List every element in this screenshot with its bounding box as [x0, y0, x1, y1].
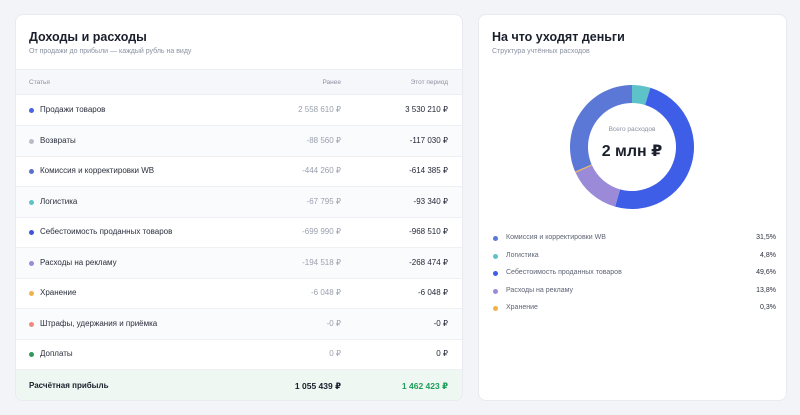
table-header: Статья Ранее Этот период — [16, 69, 462, 95]
legend-label: Комиссия и корректировки WB — [506, 234, 606, 241]
row-label: Штрафы, удержания и приёмка — [40, 318, 158, 328]
row-cur-value: -0 ₽ — [433, 318, 448, 328]
row-color-dot-icon — [29, 321, 34, 327]
row-prev-value: -0 ₽ — [326, 318, 341, 328]
legend-percent: 4,8% — [760, 251, 776, 259]
row-prev-value: 0 ₽ — [329, 349, 341, 358]
row-color-dot-icon — [29, 291, 34, 296]
legend-color-dot-icon — [493, 253, 498, 259]
table-row[interactable]: Хранение -6 048 ₽ -6 048 ₽ — [16, 278, 462, 309]
row-cur-value: -614 385 ₽ — [409, 166, 448, 175]
legend-color-dot-icon — [493, 306, 498, 311]
donut-segment[interactable] — [575, 165, 620, 207]
legend-percent: 13,8% — [756, 286, 776, 294]
total-cur-value: 1 462 423 ₽ — [401, 381, 448, 391]
total-prev-value: 1 055 439 ₽ — [294, 381, 341, 391]
row-prev-value: -699 990 ₽ — [302, 227, 341, 236]
row-prev-value: -194 518 ₽ — [302, 257, 341, 267]
row-label: Возвраты — [40, 135, 76, 145]
table-row[interactable]: Штрафы, удержания и приёмка -0 ₽ -0 ₽ — [16, 308, 462, 340]
donut-center-value: 2 млн ₽ — [601, 143, 663, 160]
row-color-dot-icon — [29, 138, 34, 144]
row-cur-value: -268 474 ₽ — [409, 257, 448, 267]
legend-percent: 31,5% — [756, 234, 776, 241]
row-label: Хранение — [40, 288, 77, 297]
donut-segment[interactable] — [615, 87, 694, 209]
row-color-dot-icon — [29, 108, 34, 113]
table-row[interactable]: Продажи товаров 2 558 610 ₽ 3 530 210 ₽ — [16, 95, 462, 126]
table-row[interactable]: Себестоимость проданных товаров -699 990 … — [16, 217, 462, 248]
legend-label: Себестоимость проданных товаров — [506, 269, 622, 276]
donut-segment[interactable] — [632, 85, 651, 105]
legend-label: Хранение — [506, 304, 538, 311]
row-cur-value: 0 ₽ — [436, 349, 448, 358]
column-header-item[interactable]: Статья — [29, 79, 50, 86]
expense-card-title: На что уходят деньги — [492, 30, 625, 44]
legend-label: Логистика — [506, 251, 539, 259]
row-color-dot-icon — [29, 199, 34, 205]
table-row[interactable]: Расходы на рекламу -194 518 ₽ -268 474 ₽ — [16, 247, 462, 279]
legend-item[interactable]: Логистика 4,8% — [493, 250, 776, 268]
row-prev-value: -6 048 ₽ — [311, 288, 341, 297]
table-row[interactable]: Логистика -67 795 ₽ -93 340 ₽ — [16, 186, 462, 218]
table-row[interactable]: Комиссия и корректировки WB -444 260 ₽ -61… — [16, 156, 462, 187]
row-color-dot-icon — [29, 230, 34, 235]
row-label: Продажи товаров — [40, 105, 106, 114]
column-header-cur[interactable]: Этот период — [410, 79, 448, 86]
row-color-dot-icon — [29, 169, 34, 174]
income-expense-card: Доходы и расходы От продажи до прибыли —… — [15, 14, 463, 401]
expense-card-subtitle: Структура учтённых расходов — [492, 48, 590, 55]
legend-item[interactable]: Расходы на рекламу 13,8% — [493, 285, 776, 303]
legend-color-dot-icon — [493, 271, 498, 276]
row-prev-value: -67 795 ₽ — [306, 196, 341, 206]
table-row[interactable]: Доплаты 0 ₽ 0 ₽ — [16, 339, 462, 370]
row-cur-value: -117 030 ₽ — [409, 135, 448, 145]
expense-donut-chart: Всего расходов 2 млн ₽ — [566, 81, 698, 213]
row-label: Логистика — [40, 196, 78, 206]
column-header-prev[interactable]: Ранее — [322, 79, 341, 86]
row-label: Комиссия и корректировки WB — [40, 166, 155, 175]
expense-legend: Комиссия и корректировки WB 31,5% Логистик… — [493, 232, 776, 320]
legend-item[interactable]: Себестоимость проданных товаров 49,6% — [493, 267, 776, 285]
legend-percent: 49,6% — [756, 269, 776, 276]
donut-segment[interactable] — [570, 85, 632, 172]
row-color-dot-icon — [29, 352, 34, 357]
donut-svg — [570, 85, 694, 209]
row-cur-value: -6 048 ₽ — [418, 288, 448, 297]
row-label: Доплаты — [40, 349, 73, 358]
expense-structure-card: На что уходят деньги Структура учтённых … — [478, 14, 787, 401]
legend-item[interactable]: Комиссия и корректировки WB 31,5% — [493, 232, 776, 250]
row-prev-value: 2 558 610 ₽ — [298, 105, 341, 114]
total-label: Расчётная прибыль — [29, 381, 109, 390]
donut-segment[interactable] — [575, 164, 592, 173]
total-row: Расчётная прибыль 1 055 439 ₽ 1 462 423 … — [16, 370, 462, 400]
row-cur-value: -93 340 ₽ — [413, 196, 448, 206]
legend-item[interactable]: Хранение 0,3% — [493, 302, 776, 320]
row-prev-value: -88 560 ₽ — [306, 135, 341, 145]
legend-color-dot-icon — [493, 236, 498, 241]
row-label: Себестоимость проданных товаров — [40, 227, 173, 236]
row-label: Расходы на рекламу — [40, 257, 117, 267]
legend-percent: 0,3% — [760, 304, 776, 311]
donut-center-label: Всего расходов — [608, 126, 656, 133]
legend-label: Расходы на рекламу — [506, 286, 574, 294]
income-card-subtitle: От продажи до прибыли — каждый рубль на … — [29, 48, 192, 55]
legend-color-dot-icon — [493, 288, 498, 294]
row-color-dot-icon — [29, 260, 34, 266]
row-prev-value: -444 260 ₽ — [302, 166, 341, 175]
row-cur-value: 3 530 210 ₽ — [405, 105, 448, 114]
income-card-title: Доходы и расходы — [29, 30, 147, 44]
table-row[interactable]: Возвраты -88 560 ₽ -117 030 ₽ — [16, 125, 462, 157]
row-cur-value: -968 510 ₽ — [409, 227, 448, 236]
